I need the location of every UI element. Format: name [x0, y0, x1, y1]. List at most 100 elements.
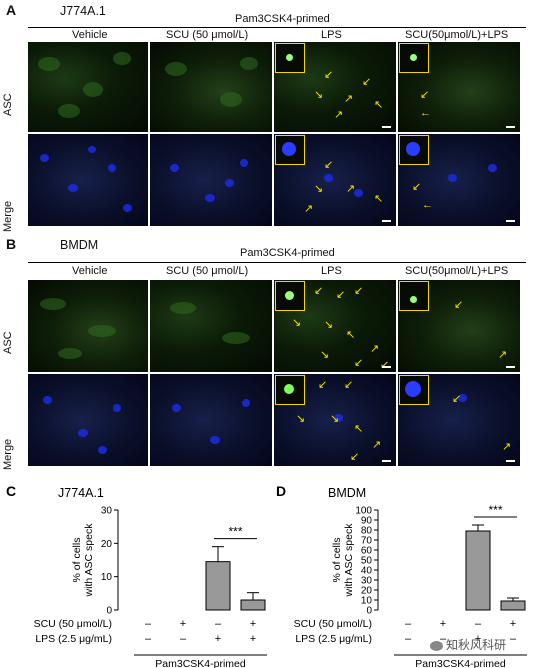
condition-sign: +: [440, 618, 446, 630]
b-asc-vehicle-image: [28, 280, 148, 372]
y-tick-label: 40: [361, 566, 373, 577]
condition-sign: –: [215, 618, 222, 630]
b-merge-vehicle-image: [28, 374, 148, 466]
panel-b-priming: Pam3CSK4-primed: [240, 247, 335, 259]
panel-b-col-vehicle: Vehicle: [72, 265, 108, 277]
condition-sign: –: [180, 633, 187, 645]
condition-sign: +: [475, 633, 481, 645]
panel-a-row-merge: Merge: [2, 200, 14, 232]
a-asc-lps-inset: [275, 43, 305, 73]
condition-sign: +: [250, 633, 256, 645]
panel-a-col-scu-lps: SCU(50μmol/L)+LPS: [405, 29, 509, 41]
a-asc-scu-lps-image: ↙ ←: [398, 42, 520, 132]
watermark: 知秋风科研: [430, 636, 506, 653]
a-asc-scu-lps-inset: [399, 43, 429, 73]
svg-text:% of cells: % of cells: [71, 538, 83, 583]
panel-b-row-merge: Merge: [2, 438, 14, 470]
b-asc-lps-image: ↙ ↙ ↙ ↘ ↘ ↖ ↗ ↙ ↙ ↘: [274, 280, 396, 372]
a-merge-lps-image: ↙ ↘ ↗ ↖ ↗: [274, 134, 396, 226]
condition-sign: +: [250, 618, 256, 630]
chart-d: D BMDM % of cells with ASC speck 01020304050…: [276, 483, 527, 668]
footer-label: Pam3CSK4-primed: [415, 658, 506, 668]
significance-label: ***: [228, 525, 242, 539]
a-merge-scu-lps-inset: [399, 135, 429, 165]
condition-label: SCU (50 μmol/L): [294, 618, 372, 630]
condition-sign: –: [510, 633, 517, 645]
b-merge-scu-image: [150, 374, 272, 466]
condition-sign: –: [145, 633, 152, 645]
condition-sign: –: [405, 618, 412, 630]
panel-b-header-line: [28, 262, 526, 263]
condition-sign: –: [440, 633, 447, 645]
a-merge-vehicle-image: [28, 134, 148, 226]
panel-b-cell-line: BMDM: [60, 238, 99, 252]
condition-sign: –: [405, 633, 412, 645]
b-asc-scu-lps-image: ↙ ↗: [398, 280, 520, 372]
y-tick-label: 100: [355, 506, 372, 517]
a-asc-scu-image: [150, 42, 272, 132]
a-asc-vehicle-image: [28, 42, 148, 132]
y-tick-label: 60: [361, 546, 373, 557]
panel-b-row-asc: ASC: [2, 331, 14, 354]
y-tick-label: 0: [366, 606, 372, 617]
panel-a-col-scu: SCU (50 μmol/L): [166, 29, 249, 41]
condition-label: LPS (2.5 μg/mL): [295, 633, 372, 645]
svg-text:with ASC speck: with ASC speck: [343, 523, 355, 598]
b-asc-lps-inset: [275, 281, 305, 311]
panel-letter: D: [276, 483, 286, 499]
y-tick-label: 70: [361, 536, 373, 547]
panel-a-col-vehicle: Vehicle: [72, 29, 108, 41]
panel-b-col-lps: LPS: [321, 265, 342, 277]
b-merge-lps-image: ↙ ↙ ↘ ↘ ↖ ↗ ↙: [274, 374, 396, 466]
chart-title: BMDM: [328, 486, 366, 500]
y-tick-label: 20: [361, 586, 373, 597]
wechat-icon: [430, 640, 443, 651]
y-tick-label: 30: [101, 506, 113, 517]
bar: [205, 561, 231, 611]
a-merge-scu-image: [150, 134, 272, 226]
a-asc-lps-image: ↙ ↘ ↗ ↙ ↖ ↗: [274, 42, 396, 132]
panel-a-letter: A: [6, 2, 17, 18]
panel-a-col-lps: LPS: [321, 29, 342, 41]
b-merge-scu-lps-inset: [399, 375, 429, 405]
svg-text:with ASC speck: with ASC speck: [83, 523, 95, 598]
bar: [240, 599, 266, 611]
svg-text:% of cells: % of cells: [331, 538, 343, 583]
y-tick-label: 0: [106, 606, 112, 617]
y-tick-label: 50: [361, 556, 373, 567]
footer-label: Pam3CSK4-primed: [155, 658, 246, 668]
y-tick-label: 10: [361, 596, 373, 607]
y-tick-label: 90: [361, 516, 373, 527]
y-tick-label: 20: [101, 539, 113, 550]
condition-label: SCU (50 μmol/L): [34, 618, 112, 630]
condition-sign: +: [510, 618, 516, 630]
b-merge-lps-inset: [275, 375, 305, 405]
significance-label: ***: [488, 503, 502, 517]
panel-b-letter: B: [6, 236, 17, 252]
y-tick-label: 10: [101, 572, 113, 583]
condition-label: LPS (2.5 μg/mL): [35, 633, 112, 645]
bar: [465, 530, 491, 611]
panel-letter: C: [6, 483, 16, 499]
chart-c: C J774A.1 % of cells with ASC speck 0 10 20 30 *…: [6, 483, 267, 668]
b-merge-scu-lps-image: ↙ ↗: [398, 374, 520, 466]
condition-sign: –: [475, 618, 482, 630]
panel-a-row-asc: ASC: [2, 93, 14, 116]
panel-a-header-line: [28, 27, 526, 28]
y-tick-label: 30: [361, 576, 373, 587]
panel-b-col-scu: SCU (50 μmol/L): [166, 265, 249, 277]
y-axis-label: % of cells with ASC speck: [331, 523, 355, 598]
panel-a-priming: Pam3CSK4-primed: [235, 13, 330, 25]
panel-a-cell-line: J774A.1: [60, 4, 106, 18]
bar: [500, 600, 526, 611]
y-axis-label: % of cells with ASC speck: [71, 523, 95, 598]
b-asc-scu-image: [150, 280, 272, 372]
condition-sign: +: [180, 618, 186, 630]
condition-sign: +: [215, 633, 221, 645]
chart-title: J774A.1: [58, 486, 104, 500]
b-asc-scu-lps-inset: [399, 281, 429, 311]
y-tick-label: 80: [361, 526, 373, 537]
a-merge-lps-inset: [275, 135, 305, 165]
panel-b-col-scu-lps: SCU(50μmol/L)+LPS: [405, 265, 509, 277]
a-merge-scu-lps-image: ↙ ←: [398, 134, 520, 226]
